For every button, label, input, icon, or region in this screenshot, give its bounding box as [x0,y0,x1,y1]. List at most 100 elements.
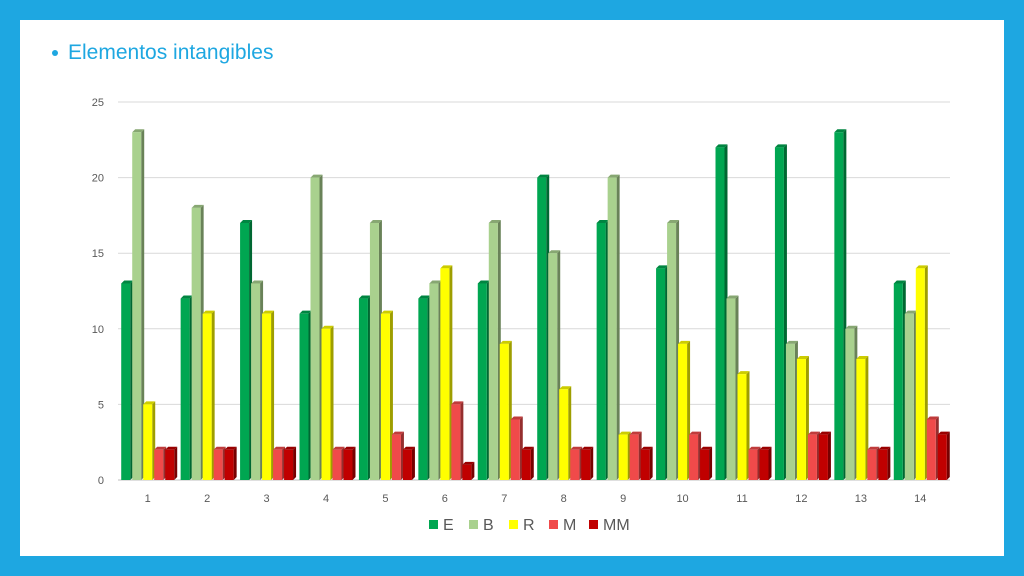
bar-front [667,222,677,480]
bar [180,295,193,480]
bar-top [629,431,642,435]
bar [807,431,820,480]
bar-front [867,449,877,480]
bar-top [559,386,572,390]
bar-front [391,434,401,480]
bar [262,310,275,480]
bar-side [887,446,891,480]
bar-front [180,298,190,480]
bar-front [429,283,439,480]
bar [391,431,404,480]
bar-front [915,268,925,480]
bar-top [429,280,442,284]
bar-front [510,419,520,480]
bar [429,280,442,480]
bar-front [358,298,368,480]
bar [774,144,787,481]
bar-front [596,222,606,480]
bar-top [213,446,226,450]
slide-title: Elementos intangibles [68,41,274,64]
bar [715,144,728,481]
bar-front [488,222,498,480]
bar-front [202,313,212,480]
bar-side [946,431,950,480]
bar-front [310,177,320,480]
bar [915,265,928,480]
bar [748,446,761,480]
bar-front [834,132,844,480]
bar [796,356,809,480]
bar-top [273,446,286,450]
bar [640,446,653,480]
bar-top [737,371,750,375]
bar [726,295,739,480]
y-tick-label: 5 [98,399,104,411]
bar [656,265,669,480]
bar-top [548,250,561,254]
bar-side [471,461,475,480]
bar [462,461,475,480]
y-tick-label: 15 [92,248,104,260]
x-tick-label: 1 [145,493,151,505]
bar-top [678,340,691,344]
bar-side [141,129,145,480]
bar-top [796,356,809,360]
bar-front [343,449,353,480]
bar-top [477,280,490,284]
bar-top [689,431,702,435]
bar [132,129,145,480]
bar-top [499,340,512,344]
x-tick-label: 12 [795,493,807,505]
bar [202,310,215,480]
bar-top [202,310,215,314]
bar-top [759,446,772,450]
bar-front [499,343,509,480]
bar [904,310,917,480]
bar-side [271,310,275,480]
bar [240,219,253,480]
bar-top [845,325,858,329]
bar-front [477,283,487,480]
bar-side [460,401,464,480]
bar-top [581,446,594,450]
bar-top [937,431,950,435]
bar-front [807,434,817,480]
bar [499,340,512,480]
bar-top [332,446,345,450]
bar [402,446,415,480]
y-tick-label: 0 [98,475,104,487]
bar-front [640,449,650,480]
bar-front [262,313,272,480]
bar-top [521,446,534,450]
bar-top [867,446,880,450]
bar-front [796,359,806,480]
x-tick-label: 2 [204,493,210,505]
bar-top [240,219,253,223]
bar [143,401,156,480]
bar [937,431,950,480]
bar-top [299,310,312,314]
bar-top [440,265,453,269]
bar [154,446,167,480]
bar-front [251,283,261,480]
bar-side [233,446,237,480]
bar-top [191,204,204,208]
bar-front [937,434,947,480]
bar-top [834,129,847,133]
bar-front [878,449,888,480]
bar [689,431,702,480]
legend-label: R [523,517,535,534]
bar-side [530,446,534,480]
bar-front [689,434,699,480]
bar-top [154,446,167,450]
bar-top [402,446,415,450]
bar-front [451,404,461,480]
bar [878,446,891,480]
bar-side [709,446,713,480]
bar-top [165,446,178,450]
legend-label: B [483,517,494,534]
x-tick-label: 3 [264,493,270,505]
bar [818,431,831,480]
bar-front [418,298,428,480]
